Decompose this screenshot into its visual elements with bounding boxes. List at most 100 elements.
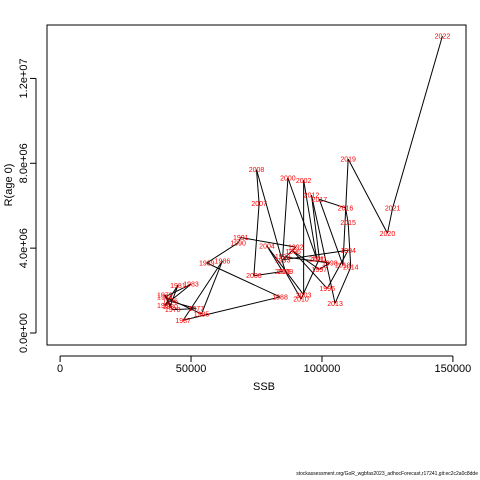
series-segment [303, 180, 318, 259]
point-year-label: 1985 [194, 311, 210, 318]
y-tick-label: 1.2e+07 [18, 58, 30, 98]
point-year-label: 2021 [385, 205, 401, 212]
series-segment [347, 222, 352, 268]
point-year-label: 2009 [278, 269, 294, 276]
point-year-label: 1980 [162, 304, 178, 311]
series-segment [182, 260, 223, 321]
x-tick-label: 150000 [435, 363, 472, 375]
point-year-label: 2011 [312, 256, 327, 263]
series-segment [392, 35, 443, 208]
series-segment [266, 245, 284, 272]
series-segment [284, 271, 302, 300]
y-tick-label: 4.0e+06 [18, 228, 30, 268]
point-year-label: 2010 [293, 297, 309, 304]
point-year-label: 1997 [312, 267, 328, 274]
x-tick-label: 100000 [304, 363, 341, 375]
point-year-label: 2014 [343, 265, 359, 272]
series-segment [319, 198, 346, 209]
series-segment [334, 267, 352, 304]
point-year-label: 1984 [157, 294, 173, 301]
point-year-label: 1988 [272, 294, 288, 301]
point-year-label: 1999 [275, 254, 291, 261]
series-segment [287, 177, 318, 259]
y-tick-label: 8.0e+06 [18, 143, 30, 183]
point-year-label: 1998 [322, 260, 338, 267]
point-year-label: 1990 [230, 240, 246, 247]
series-segment [169, 285, 179, 307]
series-segment [183, 296, 281, 321]
y-axis: 0.0e+00 4.0e+06 8.0e+06 1.2e+07 [18, 58, 37, 353]
series-segment [292, 250, 328, 289]
series-segment [206, 262, 281, 298]
series-segment [310, 195, 320, 259]
series-segment [292, 250, 320, 270]
series-segment [386, 207, 394, 234]
series-segment [164, 284, 179, 306]
point-year-label: 1979 [157, 292, 173, 299]
series-segment [342, 159, 349, 266]
series-segment [164, 283, 192, 298]
year-labels: 1976 1977 1978 1979 1980 1981 1982 1983 1984 1985… [157, 34, 450, 325]
x-axis-title: SSB [253, 381, 275, 393]
series-segment [164, 283, 192, 306]
y-tick-label: 0.0e+00 [18, 313, 30, 353]
series-segment [282, 246, 297, 261]
point-year-label: 2008 [249, 167, 265, 174]
point-year-label: 1991 [233, 235, 249, 242]
point-year-label: 2002 [296, 178, 312, 185]
point-year-label: 2020 [380, 231, 396, 238]
point-year-label: 1993 [275, 257, 291, 264]
point-year-label: 1996 [285, 249, 301, 256]
series-segment [237, 237, 242, 244]
point-year-label: 2005 [275, 269, 291, 276]
series-segment [347, 158, 388, 234]
series-segment [256, 169, 286, 272]
point-year-label: 1986 [215, 258, 231, 265]
point-year-label: 2017 [312, 197, 328, 204]
series-segment [256, 169, 260, 204]
point-year-label: 2013 [327, 301, 343, 308]
series-segment [282, 256, 330, 264]
series-segment [319, 262, 331, 270]
series-segment [240, 237, 296, 248]
series-segment [300, 258, 320, 300]
x-tick-label: 50000 [176, 363, 207, 375]
point-year-label: 1995 [319, 286, 335, 293]
point-year-label: 1989 [199, 260, 215, 267]
series-segment [172, 308, 197, 311]
point-year-label: 2012 [304, 193, 320, 200]
point-year-label: 2000 [280, 176, 296, 183]
series-segment [253, 270, 283, 277]
point-year-label: 2004 [259, 244, 275, 251]
point-year-label: 1978 [165, 307, 181, 314]
x-tick-label: 0 [57, 363, 63, 375]
series-segment [206, 242, 239, 264]
series-segment [318, 199, 344, 266]
point-year-label: 1987 [175, 318, 191, 325]
point-year-label: 1976 [162, 299, 178, 306]
point-year-label: 2016 [338, 205, 354, 212]
point-year-label: 2018 [335, 263, 351, 270]
point-year-label: 2015 [340, 220, 356, 227]
point-year-label: 2022 [435, 34, 451, 41]
point-year-label: 2006 [246, 273, 262, 280]
point-year-label: 1983 [183, 282, 199, 289]
y-axis-title: R(age 0) [3, 164, 15, 207]
point-year-label: 1992 [288, 245, 304, 252]
series-segment [164, 296, 202, 315]
series-segment [282, 178, 289, 257]
recruitment-series [164, 35, 443, 321]
series-segment [253, 203, 260, 276]
footer-source: stockassessment.org/GoR_wgbfas2023_adhoc… [296, 471, 478, 477]
point-year-label: 2003 [296, 292, 312, 299]
series-segment [311, 195, 336, 304]
point-year-label: 1981 [170, 283, 186, 290]
point-year-label: 1982 [157, 303, 173, 310]
plot-frame [46, 24, 467, 346]
point-year-label: 2001 [309, 256, 325, 263]
x-axis: 0 50000 100000 150000 [57, 355, 472, 375]
point-year-label: 2019 [340, 157, 356, 164]
series-segment [201, 260, 223, 315]
point-year-label: 2007 [251, 201, 267, 208]
